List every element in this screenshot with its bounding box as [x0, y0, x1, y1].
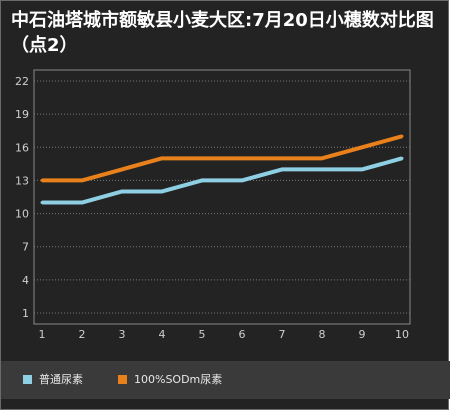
chart-legend: 普通尿素 100%SODm尿素: [1, 361, 450, 399]
series-1-point: [400, 156, 404, 160]
y-tick-label: 10: [15, 208, 29, 221]
series-1-point: [360, 167, 364, 171]
legend-item-series-2[interactable]: 100%SODm尿素: [118, 373, 222, 387]
x-tick-label: 7: [279, 328, 286, 341]
series-2-point: [280, 156, 284, 160]
series-2-point: [400, 134, 404, 138]
legend-label-series-2: 100%SODm尿素: [134, 373, 223, 386]
legend-item-series-1[interactable]: 普通尿素: [23, 373, 83, 387]
y-tick-label: 1: [22, 307, 29, 320]
series-2-point: [240, 156, 244, 160]
x-tick-label: 8: [319, 328, 326, 341]
plot-area: [33, 69, 411, 325]
series-2-point: [40, 178, 44, 182]
x-tick-label: 6: [239, 328, 246, 341]
x-tick-label: 1: [39, 328, 46, 341]
chart-title: 中石油塔城市额敏县小麦大区:7月20日小穗数对比图（点2）: [11, 10, 434, 56]
series-1-point: [40, 201, 44, 205]
y-tick-label: 19: [15, 108, 29, 121]
x-tick-label: 2: [79, 328, 86, 341]
x-tick-label: 4: [159, 328, 166, 341]
legend-swatch-series-1: [23, 374, 32, 384]
x-tick-label: 10: [395, 328, 409, 341]
series-1-point: [120, 189, 124, 193]
x-tick-label: 9: [359, 328, 366, 341]
series-line-2: [42, 134, 403, 183]
legend-label-series-1: 普通尿素: [39, 373, 83, 386]
x-tick-label: 3: [119, 328, 126, 341]
series-2-point: [320, 156, 324, 160]
series-2-point: [160, 156, 164, 160]
y-tick-label: 7: [22, 241, 29, 254]
y-tick-label: 16: [15, 141, 29, 154]
legend-swatch-series-2: [118, 374, 127, 384]
series-1-point: [80, 201, 84, 205]
chart-plot: 1 4 7 10 13 16 19 22 1 2 3 4 5 6 7 8 9 10: [15, 69, 411, 341]
series-line-1: [42, 156, 403, 205]
x-tick-label: 5: [199, 328, 206, 341]
series-2-point: [80, 178, 84, 182]
series-1-point: [160, 189, 164, 193]
series-1-point: [240, 178, 244, 182]
series-2-point: [360, 145, 364, 149]
series-1-point: [200, 178, 204, 182]
series-2-point: [120, 167, 124, 171]
series-2-point: [200, 156, 204, 160]
series-1-point: [320, 167, 324, 171]
y-tick-label: 13: [15, 174, 29, 187]
series-1-point: [280, 167, 284, 171]
y-tick-label: 22: [15, 75, 29, 88]
y-tick-label: 4: [22, 274, 29, 287]
